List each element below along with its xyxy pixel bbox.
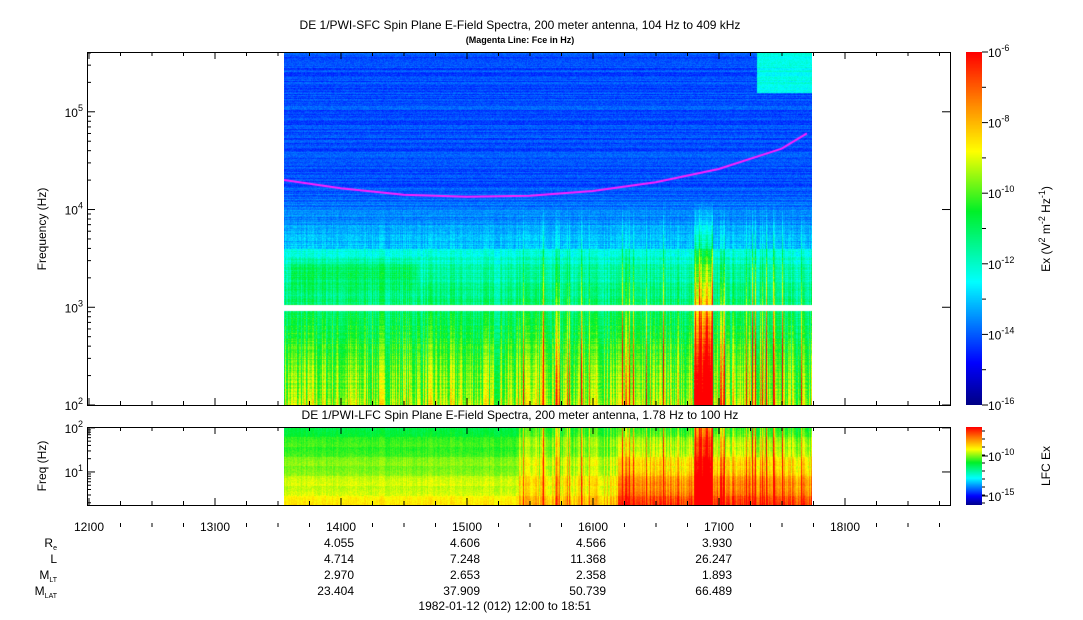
footer-date-range: 1982-01-12 (012) 12:00 to 18:51 bbox=[418, 599, 591, 613]
lfc-spectrogram bbox=[284, 427, 812, 505]
lfc-title: DE 1/PWI-LFC Spin Plane E-Field Spectra,… bbox=[302, 408, 739, 422]
sfc-colorbar-tick-label: 10-10 bbox=[988, 184, 1014, 201]
sfc-panel-frame bbox=[87, 52, 951, 406]
x-tick-label: 18:00 bbox=[830, 520, 860, 534]
x-tick-label: 17:00 bbox=[704, 520, 734, 534]
lfc-ylabel: Freq (Hz) bbox=[35, 441, 49, 492]
lfc-panel-frame bbox=[87, 427, 951, 506]
sfc-colorbar-tick-label: 10-14 bbox=[988, 325, 1014, 342]
ephemeris-value: 4.566 bbox=[576, 536, 606, 550]
ephemeris-value: 4.055 bbox=[324, 536, 354, 550]
lfc-colorbar-label: LFC Ex bbox=[1039, 446, 1053, 486]
ephemeris-value: 66.489 bbox=[695, 584, 732, 598]
sfc-colorbar-tick-label: 10-6 bbox=[988, 43, 1009, 60]
sfc-subtitle: (Magenta Line: Fce in Hz) bbox=[466, 35, 575, 45]
ephemeris-value: 23.404 bbox=[317, 584, 354, 598]
sfc-spectrogram bbox=[284, 52, 812, 405]
lfc-colorbar-tick-label: 10-15 bbox=[988, 487, 1014, 504]
ephemeris-value: 4.714 bbox=[324, 552, 354, 566]
ephemeris-value: 2.358 bbox=[576, 568, 606, 582]
sfc-y-tick-label: 103 bbox=[65, 298, 83, 315]
x-tick-label: 16:00 bbox=[578, 520, 608, 534]
ephemeris-value: 26.247 bbox=[695, 552, 732, 566]
ephemeris-value: 50.739 bbox=[569, 584, 606, 598]
x-tick-label: 13:00 bbox=[200, 520, 230, 534]
ephemeris-value: 4.606 bbox=[450, 536, 480, 550]
sfc-colorbar-label: Ex (V2 m-2 Hz-1) bbox=[1037, 186, 1053, 272]
ephemeris-value: 7.248 bbox=[450, 552, 480, 566]
ephemeris-label: MLT bbox=[39, 568, 57, 584]
sfc-colorbar bbox=[966, 52, 982, 405]
x-tick-label: 14:00 bbox=[326, 520, 356, 534]
ephemeris-value: 1.893 bbox=[702, 568, 732, 582]
ephemeris-value: 11.368 bbox=[570, 552, 606, 566]
ephemeris-value: 37.909 bbox=[443, 584, 480, 598]
x-tick-label: 12:00 bbox=[74, 520, 104, 534]
lfc-y-tick-label: 101 bbox=[65, 463, 83, 480]
sfc-y-tick-label: 102 bbox=[65, 396, 83, 413]
lfc-colorbar bbox=[966, 427, 982, 505]
ephemeris-label: Re bbox=[44, 536, 57, 552]
sfc-title: DE 1/PWI-SFC Spin Plane E-Field Spectra,… bbox=[300, 18, 741, 32]
ephemeris-value: 3.930 bbox=[702, 536, 732, 550]
ephemeris-value: 2.970 bbox=[324, 568, 354, 582]
lfc-colorbar-tick-label: 10-10 bbox=[988, 447, 1014, 464]
ephemeris-value: 2.653 bbox=[450, 568, 480, 582]
sfc-colorbar-tick-label: 10-8 bbox=[988, 114, 1009, 131]
sfc-y-tick-label: 105 bbox=[65, 103, 83, 120]
x-tick-label: 15:00 bbox=[452, 520, 482, 534]
sfc-ylabel: Frequency (Hz) bbox=[35, 188, 49, 271]
sfc-colorbar-tick-label: 10-16 bbox=[988, 396, 1014, 413]
sfc-colorbar-tick-label: 10-12 bbox=[988, 255, 1014, 272]
ephemeris-label: L bbox=[50, 552, 57, 566]
ephemeris-label: MLAT bbox=[35, 584, 58, 600]
sfc-y-tick-label: 104 bbox=[65, 201, 83, 218]
lfc-y-tick-label: 102 bbox=[65, 419, 83, 436]
